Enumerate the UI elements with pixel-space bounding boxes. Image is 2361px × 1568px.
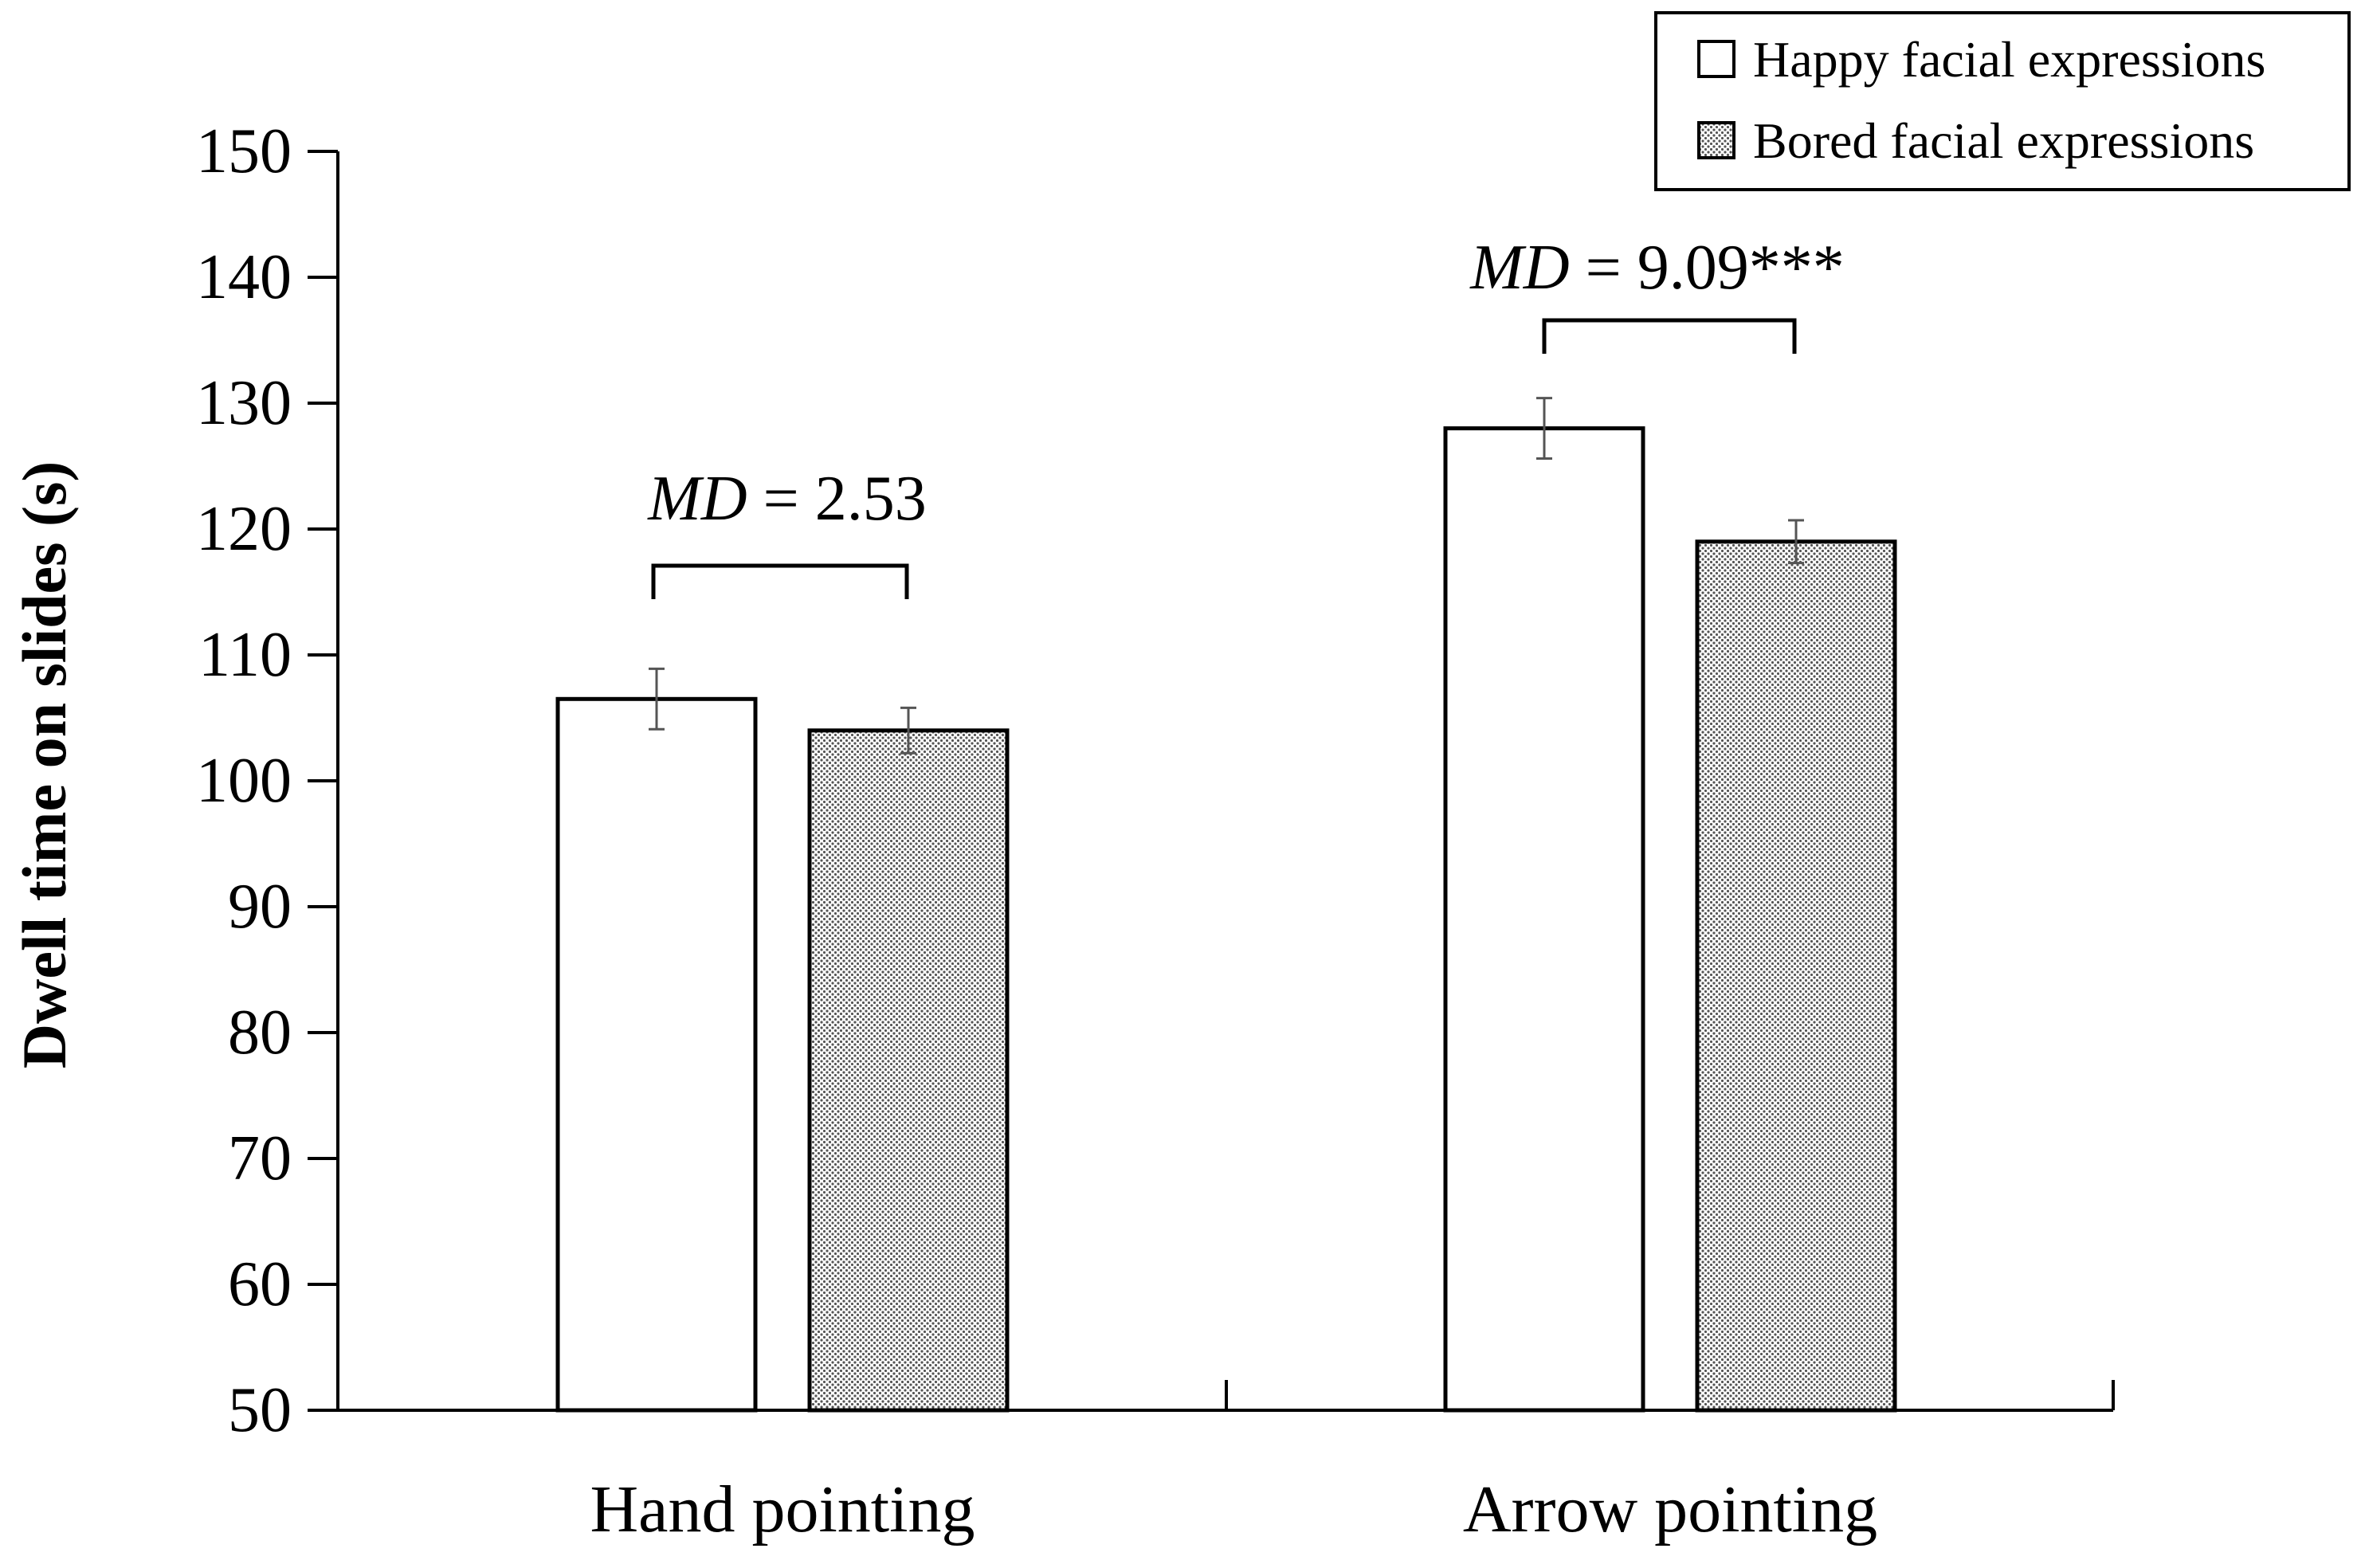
legend-box — [1654, 11, 2351, 191]
x-tick-label: Hand pointing — [590, 1472, 975, 1546]
y-tick-label: 120 — [196, 494, 292, 564]
significance-bracket — [1542, 318, 1797, 354]
bar — [807, 728, 1010, 1413]
y-tick-label: 140 — [196, 242, 292, 312]
x-tick-label: Arrow pointing — [1463, 1472, 1877, 1546]
bar — [555, 696, 758, 1413]
y-tick-label: 60 — [228, 1249, 292, 1319]
y-tick-label: 70 — [228, 1123, 292, 1194]
y-tick-label: 50 — [228, 1375, 292, 1445]
y-tick-label: 80 — [228, 998, 292, 1068]
md-annotation: MD = 9.09*** — [1469, 233, 1845, 303]
legend-label: Happy facial expressions — [1753, 31, 2265, 88]
bars — [555, 397, 1897, 1413]
y-tick-label: 110 — [198, 620, 292, 690]
md-annotation: MD = 2.53 — [647, 464, 927, 534]
legend-swatch — [1697, 121, 1735, 159]
legend: Happy facial expressions Bored facial exp… — [1654, 11, 2351, 191]
annotations: MD = 2.53 MD = 9.09*** — [647, 233, 1845, 599]
bar — [1695, 539, 1897, 1413]
legend-swatch — [1697, 40, 1735, 78]
bar — [1443, 426, 1645, 1413]
y-tick-label: 100 — [196, 746, 292, 816]
y-tick-label: 150 — [196, 116, 292, 186]
axes: 50 60 70 80 90 100 110 120 130 140 150 Hand pointin… — [10, 116, 2115, 1546]
significance-bracket — [651, 563, 909, 599]
y-tick-label: 90 — [228, 872, 292, 942]
y-tick-label: 130 — [196, 368, 292, 438]
y-axis-label: Dwell time on slides (s) — [10, 461, 79, 1069]
legend-label: Bored facial expressions — [1753, 112, 2254, 169]
